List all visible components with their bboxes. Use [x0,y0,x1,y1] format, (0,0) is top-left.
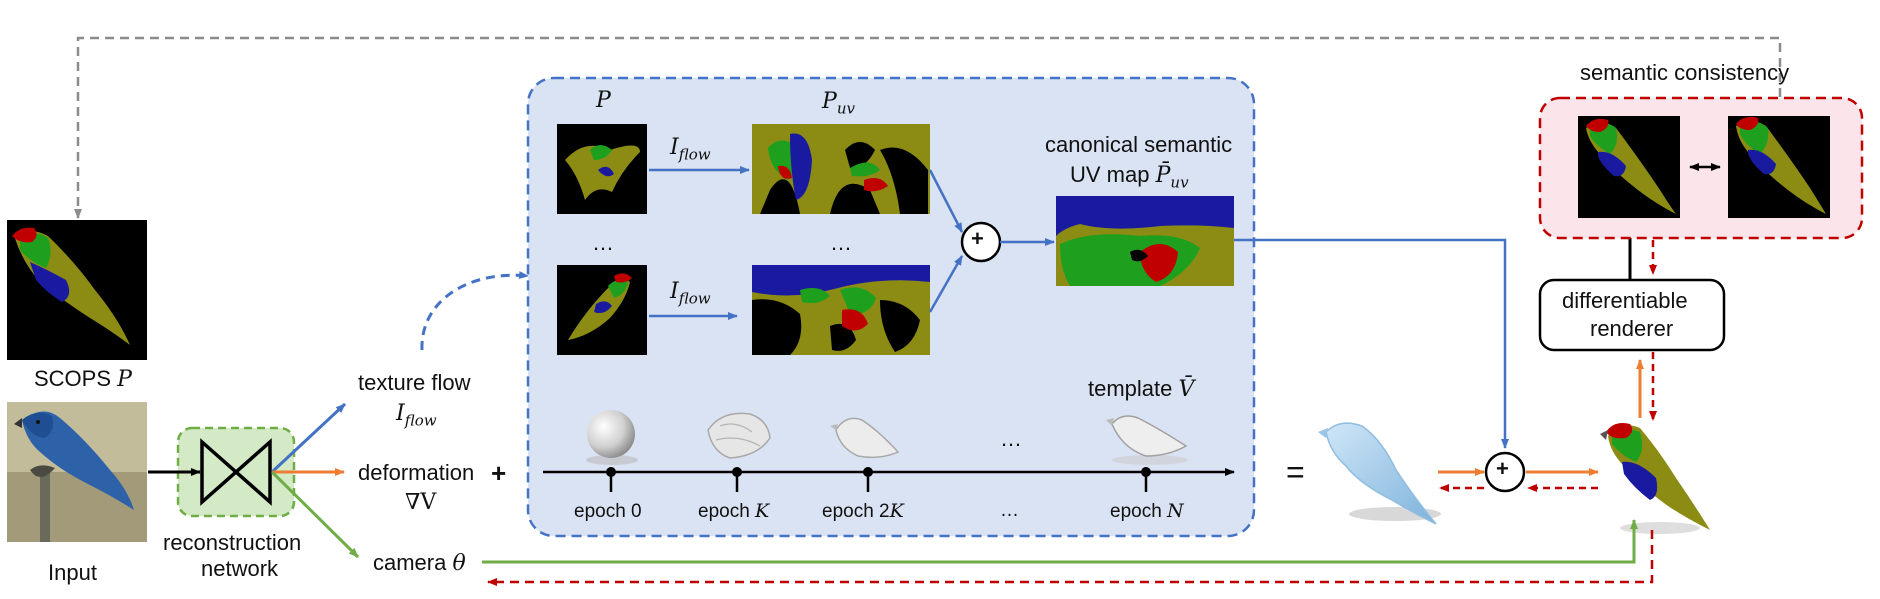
iflow-label-1: Iflow [670,135,711,164]
deformation-plus-sign: + [491,458,507,488]
template-label: template V̄ [1088,376,1195,402]
texture-flow-symbol: Iflow [396,401,437,430]
deformed-mesh-bird [1318,422,1441,525]
texture-flow-to-panel-arrow [420,271,529,351]
renderer-label-line1: differentiable [1562,288,1688,313]
canonical-label-line2: UV map P̄uv [1070,162,1189,192]
p-heading: P [596,88,611,113]
input-label: Input [48,560,97,585]
epoch-label-k: epoch K [698,500,770,522]
ellipsis-p: … [592,230,614,255]
canonical-uv-map [1056,196,1234,286]
puv-image-1 [752,124,930,214]
renderer-label-line2: renderer [1590,316,1674,341]
input-photo [7,402,147,542]
p-image-2 [557,265,647,355]
p-image-1 [557,124,647,214]
scops-feedback-arrow [74,36,1782,219]
sum-2-plus-sign: + [1496,456,1509,481]
sum-node-2 [1484,451,1526,493]
sphere-mesh [586,410,638,465]
puv-image-2 [752,265,930,355]
epoch-label-ellipsis: … [1000,500,1019,521]
deformation-label: deformation [358,460,475,485]
puv1-to-sum-arrow [928,169,964,233]
iflow-label-2: Iflow [670,279,711,308]
scops-label: SCOPS P [34,366,132,392]
camera-label: camera θ [373,550,466,576]
epoch-label-0: epoch 0 [574,501,642,522]
sum-1-plus-sign: + [971,226,984,251]
epoch-label-2k: epoch 2K [822,500,904,522]
deformation-symbol: ∇V [405,490,437,515]
epoch-ticks [606,467,1151,492]
gradient-to-camera-arrow [487,530,1654,586]
ellipsis-puv: … [830,230,852,255]
puv2-to-sum-arrow [928,255,964,313]
mesh-epoch-2k [830,417,900,459]
reconstruction-label-line1: reconstruction [163,530,302,555]
textured-bird [1600,423,1710,534]
semantic-consistency-label: semantic consistency [1580,60,1790,85]
mesh-epoch-k [707,412,771,459]
camera-to-render-arrow [482,519,1638,564]
scops-image [7,220,147,360]
bowtie-icon [200,438,272,506]
differentiable-renderer-box [1538,278,1726,352]
scops-semantic-image [1728,116,1830,218]
rendered-semantic-image [1578,116,1680,218]
ellipsis-meshes: … [1000,426,1022,451]
template-mesh [1106,415,1188,465]
equals-sign: = [1286,454,1305,490]
texture-flow-arrow [270,402,347,474]
epoch-label-n: epoch N [1110,500,1184,522]
uvmap-to-sum-arrow [1234,238,1509,449]
camera-arrow [270,470,360,559]
reconstruction-label-line2: network [201,556,279,581]
canonical-label-line1: canonical semantic [1045,132,1233,157]
puv-heading: Puv [822,89,855,118]
texture-flow-label: texture flow [358,370,471,395]
